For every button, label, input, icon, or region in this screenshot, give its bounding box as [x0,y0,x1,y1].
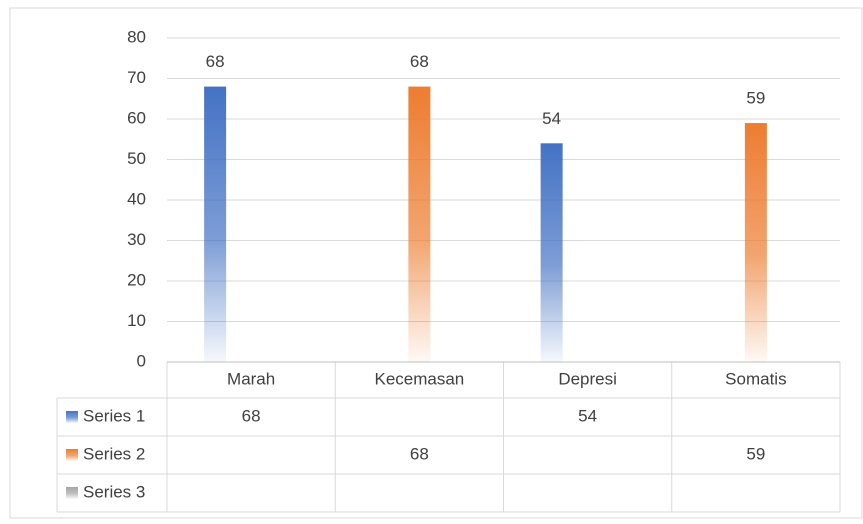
table-cell: 59 [746,444,765,463]
legend-key [66,487,78,499]
x-tick-label: Kecemasan [374,369,464,388]
legend-label: Series 2 [83,444,145,463]
y-tick-label: 20 [127,270,146,289]
x-tick-label: Marah [227,369,275,388]
bar [204,86,227,362]
y-tick-label: 30 [127,230,146,249]
legend-key [66,449,78,461]
legend-label: Series 1 [83,406,145,425]
y-tick-label: 60 [127,108,146,127]
bar [540,143,563,362]
y-tick-label: 80 [127,27,146,46]
data-label: 68 [206,52,225,71]
chart-frame [9,7,863,519]
y-tick-label: 70 [127,68,146,87]
y-tick-label: 0 [137,351,146,370]
bar [408,86,431,362]
y-tick-label: 50 [127,149,146,168]
bar [744,123,767,362]
legend-key [66,411,78,423]
table-cell: 68 [242,406,261,425]
legend-label: Series 3 [83,482,145,501]
table-cell: 68 [410,444,429,463]
x-tick-label: Somatis [725,369,786,388]
table-cell: 54 [578,406,597,425]
data-label: 59 [746,89,765,108]
y-tick-label: 10 [127,311,146,330]
x-tick-label: Depresi [558,369,617,388]
data-label: 68 [410,52,429,71]
data-label: 54 [542,109,561,128]
y-tick-label: 40 [127,189,146,208]
